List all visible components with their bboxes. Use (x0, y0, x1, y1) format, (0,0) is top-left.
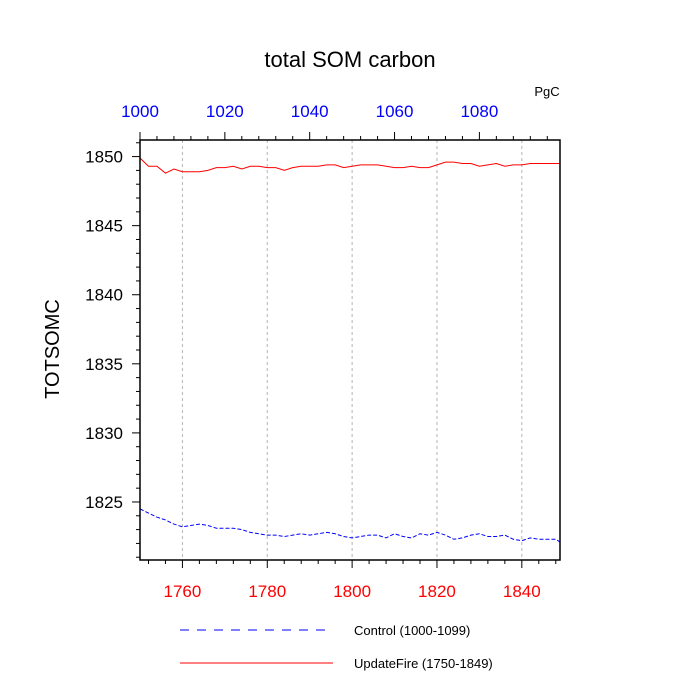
x-bottom-tick-label: 1800 (333, 582, 371, 601)
grid-lines (181, 140, 523, 560)
x-top-tick-label: 1080 (460, 102, 498, 121)
plot-frame (139, 139, 561, 561)
series-line-updatefire (139, 157, 560, 174)
y-tick-label: 1850 (85, 148, 123, 167)
chart-title: total SOM carbon (264, 47, 435, 72)
y-tick-label: 1845 (85, 217, 123, 236)
x-top-tick-label: 1020 (206, 102, 244, 121)
units-label: PgC (534, 84, 559, 99)
legend: Control (1000-1099) UpdateFire (1750-1849… (180, 623, 493, 671)
x-bottom-tick-label: 1820 (418, 582, 456, 601)
legend-label: Control (1000-1099) (354, 623, 470, 638)
x-bottom-tick-label: 1780 (248, 582, 286, 601)
y-tick-label: 1835 (85, 355, 123, 374)
x-top-tick-label: 1060 (376, 102, 414, 121)
legend-label: UpdateFire (1750-1849) (354, 656, 493, 671)
y-tick-label: 1830 (85, 424, 123, 443)
x-bottom-tick-label: 1760 (164, 582, 202, 601)
series-line-control (139, 508, 561, 543)
axes: 1825 1830 1835 1840 1845 1850 1760 1780 1800 1820… (85, 102, 561, 601)
x-bottom-tick-label: 1840 (503, 582, 541, 601)
y-axis-label: TOTSOMC (42, 299, 64, 399)
x-top-tick-label: 1040 (291, 102, 329, 121)
series-lines (139, 157, 561, 543)
x-top-tick-label: 1000 (121, 102, 159, 121)
y-tick-label: 1825 (85, 493, 123, 512)
y-tick-label: 1840 (85, 286, 123, 305)
